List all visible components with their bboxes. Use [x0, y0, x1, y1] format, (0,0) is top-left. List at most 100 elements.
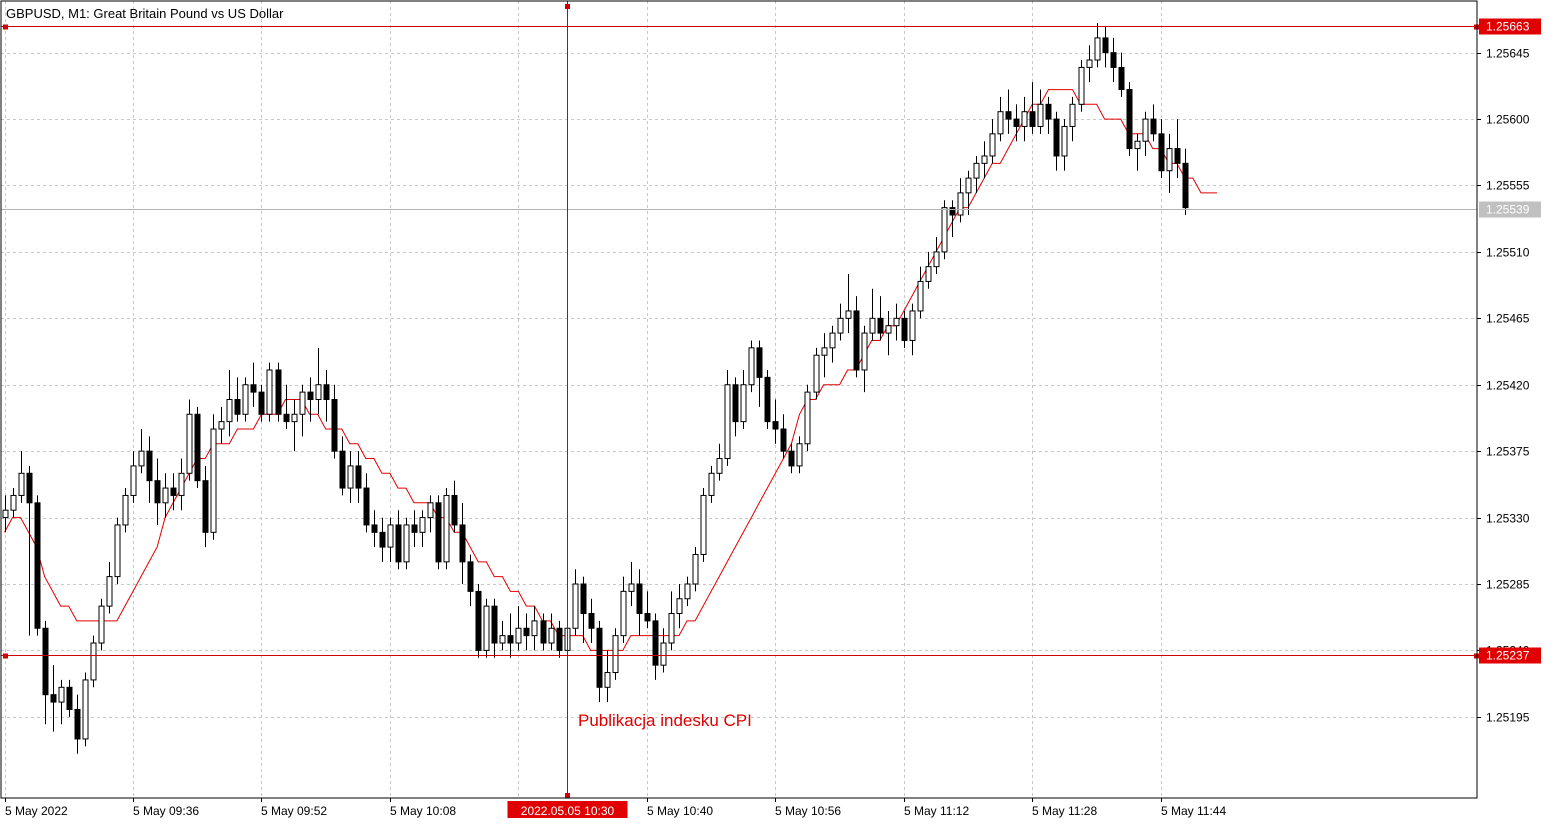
candle-body-bull: [178, 472, 185, 496]
candle: [323, 369, 330, 422]
candle: [395, 510, 402, 570]
candle-body-bear: [491, 605, 498, 644]
candle: [387, 517, 394, 562]
candle: [347, 451, 354, 503]
candle: [861, 325, 868, 393]
candle-body-bear: [788, 450, 795, 467]
candle: [1013, 104, 1020, 142]
candle-body-bear: [1013, 118, 1020, 127]
candle: [740, 369, 747, 430]
crosshair-time-label-bg: [507, 801, 628, 818]
candle-body-bull: [660, 642, 667, 666]
candle: [443, 488, 450, 570]
candle: [130, 451, 137, 503]
candle: [949, 200, 956, 238]
candle: [355, 451, 362, 503]
candle-body-bull: [299, 391, 306, 415]
candle-body-bull: [740, 384, 747, 423]
candle-body-bear: [949, 207, 956, 216]
candle-body-bear: [1045, 103, 1052, 120]
candle-body-bull: [114, 524, 121, 578]
overlay-layer: [1, 1, 1479, 798]
candle-body-bear: [772, 421, 779, 430]
candle-body-bull: [1069, 103, 1076, 127]
candle-body-bull: [1086, 59, 1093, 68]
candle-body-bull: [515, 627, 522, 644]
candle-body-bear: [652, 620, 659, 666]
candle: [764, 369, 771, 430]
y-tick-label: 1.25645: [1486, 47, 1530, 61]
candle: [636, 569, 643, 636]
candle-body-bear: [1174, 148, 1181, 164]
candle: [772, 399, 779, 444]
candle-body-bear: [283, 413, 290, 423]
candle: [981, 141, 988, 179]
candle-body-bull: [909, 310, 916, 341]
candle: [708, 465, 715, 503]
candle: [893, 303, 900, 341]
candle: [307, 377, 314, 422]
candle: [965, 170, 972, 216]
candle: [941, 200, 948, 260]
candle-body-bear: [275, 369, 282, 415]
crosshair-lower-price-label-bg: [1479, 647, 1541, 664]
candle: [459, 502, 466, 584]
candle: [218, 406, 225, 444]
candle-body-bear: [1053, 118, 1060, 157]
candle-body-bull: [1021, 111, 1028, 127]
candle: [1021, 96, 1028, 142]
candle-body-bear: [250, 384, 257, 393]
candle: [138, 429, 145, 474]
candle: [162, 473, 169, 518]
candle-body-bear: [1110, 52, 1117, 68]
candle: [403, 517, 410, 570]
candle: [1037, 89, 1044, 134]
candle-body-bear: [459, 524, 466, 563]
candle: [845, 274, 852, 334]
candle: [901, 310, 908, 348]
candle-body-bull: [218, 421, 225, 430]
candle-body-bull: [572, 583, 579, 629]
candle-body-bear: [395, 524, 402, 563]
candle: [917, 266, 924, 319]
candle-body-bull: [708, 472, 715, 496]
x-tick-label: 5 May 10:56: [775, 804, 841, 818]
crosshair-handle: [565, 4, 570, 9]
candle: [483, 598, 490, 658]
candle: [997, 96, 1004, 142]
candle-body-bull: [668, 613, 675, 644]
candle: [339, 436, 346, 496]
candle-body-bull: [821, 347, 828, 356]
x-tick-label: 5 May 11:28: [1032, 804, 1097, 818]
candle-body-bull: [210, 428, 217, 533]
candle: [283, 384, 290, 430]
candle-body-bull: [676, 598, 683, 615]
candle-body-bull: [684, 583, 691, 600]
y-tick-label: 1.25465: [1486, 312, 1530, 326]
candle-body-bear: [26, 472, 33, 504]
candle-body-bear: [540, 620, 547, 644]
x-tick-label: 5 May 2022: [5, 804, 68, 818]
candle: [234, 377, 241, 422]
candle: [869, 288, 876, 341]
candle-body-bear: [363, 487, 370, 526]
candle-body-bear: [339, 450, 346, 489]
candle: [1118, 52, 1125, 97]
candle: [788, 443, 795, 474]
candle-body-bull: [82, 679, 89, 740]
candle-body-bull: [869, 317, 876, 334]
candle-body-bull: [885, 325, 892, 334]
candle-body-bull: [893, 317, 900, 327]
candle: [612, 628, 619, 680]
candle-body-bull: [226, 399, 233, 423]
candle: [909, 303, 916, 356]
candle-body-bull: [1094, 37, 1101, 61]
candle-body-bear: [435, 502, 442, 563]
candle: [989, 119, 996, 164]
candle: [10, 488, 17, 518]
candle-body-bear: [636, 583, 643, 615]
candle-body-bull: [130, 465, 137, 496]
